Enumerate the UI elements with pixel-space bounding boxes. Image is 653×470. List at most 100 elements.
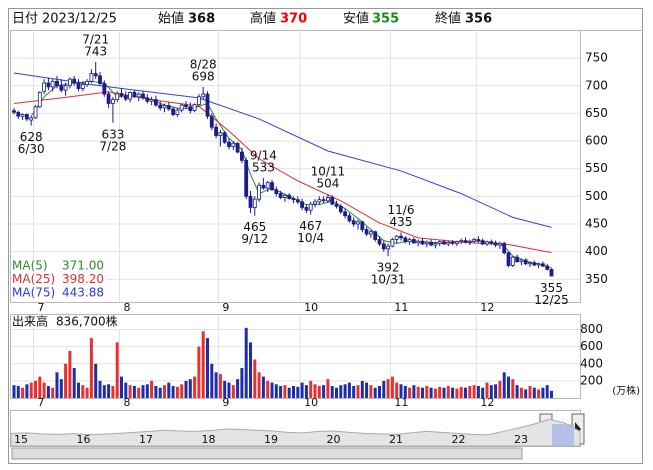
volume-bar: [132, 386, 136, 398]
candle-body: [467, 240, 472, 243]
volume-bar: [369, 385, 373, 398]
candle-body: [59, 85, 64, 91]
annotation-price: 743: [84, 44, 107, 58]
volume-bar: [309, 380, 313, 398]
candle-body: [308, 203, 313, 211]
volume-bar: [163, 385, 166, 398]
x-tick-label: 11: [394, 396, 408, 409]
x-tick-label: 12: [480, 396, 494, 409]
candle-body: [545, 265, 550, 270]
volume-bar: [511, 379, 515, 398]
close: 356: [465, 12, 492, 27]
candle-body: [270, 182, 274, 191]
candle-body: [390, 239, 395, 247]
x-tick-label: 9: [222, 396, 229, 409]
candle-body: [128, 91, 133, 100]
volume-bar: [218, 374, 222, 398]
volume-bar: [528, 386, 532, 398]
candle-body: [46, 82, 51, 88]
volume-bar: [231, 385, 235, 398]
annotation-date: 10/31: [371, 273, 406, 287]
volume-bar: [236, 379, 240, 398]
candle-body: [214, 126, 219, 136]
candle-body: [386, 245, 391, 250]
candle-body: [89, 73, 94, 82]
header: 日付 2023/12/25 始値 368 高値 370 安値 355 終値 35…: [12, 11, 492, 27]
candle-body: [171, 108, 176, 115]
navigator-label: 18: [202, 433, 216, 446]
volume-bar: [193, 376, 197, 398]
volume-bar: [29, 382, 33, 398]
volume-bar: [378, 386, 381, 398]
candle-body: [188, 106, 193, 112]
volume-bar: [446, 386, 450, 398]
volume-bar: [433, 388, 437, 398]
x-tick-label: 8: [124, 396, 131, 409]
navigator-label: 15: [14, 433, 28, 446]
candle-body: [502, 242, 507, 254]
candle-body: [549, 268, 554, 277]
candle-body: [523, 259, 528, 265]
volume-bar: [322, 385, 326, 398]
candle-body: [192, 104, 197, 112]
volume-bar: [545, 385, 549, 398]
candle-body: [205, 93, 210, 117]
candle-body: [209, 115, 214, 128]
candle-body: [196, 96, 201, 105]
annotation-price: 628: [20, 130, 43, 144]
volume-bar: [21, 387, 25, 398]
y-tick-label: 750: [585, 51, 608, 65]
volume-bar: [330, 386, 334, 398]
candle-body: [184, 104, 188, 108]
candle-body: [111, 99, 115, 104]
volume-bar: [451, 387, 455, 398]
volume-bar: [206, 338, 209, 398]
candle-body: [321, 199, 326, 202]
close-label: 終値: [435, 11, 461, 27]
volume-bar: [214, 372, 218, 398]
volume-bar: [85, 387, 89, 398]
volume-bar: [296, 386, 300, 398]
volume-bar: [498, 380, 502, 398]
volume-bar: [210, 363, 214, 398]
high: 370: [280, 12, 307, 27]
candle-body: [235, 142, 240, 153]
volume-bar: [283, 385, 287, 398]
annotation-date: 9/14: [250, 149, 277, 163]
volume-bar: [408, 387, 412, 398]
volume-bar: [279, 386, 283, 398]
volume-bar: [326, 379, 330, 398]
annotation-price: 392: [377, 261, 400, 275]
candle-body: [158, 104, 163, 109]
candle-body: [201, 93, 206, 98]
candle-body: [265, 182, 270, 189]
navigator-label: 21: [389, 433, 403, 446]
volume-bar: [68, 350, 72, 398]
candle-body: [68, 78, 72, 87]
x-tick-label: 7: [38, 396, 45, 409]
volume-bar: [270, 382, 274, 398]
y-tick-label: 350: [585, 272, 608, 286]
volume-bar: [223, 380, 227, 398]
volume-bar: [317, 386, 321, 398]
volume-bar: [507, 376, 510, 398]
volume-bar: [171, 386, 175, 398]
volume-bar: [253, 359, 257, 398]
scrollbar[interactable]: [11, 447, 523, 460]
volume-bar: [154, 386, 158, 398]
candle-body: [343, 211, 348, 217]
volume-bar: [141, 385, 145, 398]
candle-body: [360, 221, 365, 230]
candle-body: [411, 239, 416, 244]
candle-body: [300, 201, 305, 208]
candle-body: [472, 239, 477, 242]
volume-bar: [403, 386, 407, 398]
candle-body: [347, 215, 352, 222]
legend-value: 398.20: [62, 272, 104, 286]
y-tick-label: 500: [585, 189, 608, 203]
candle-body: [304, 207, 309, 211]
candle-body: [76, 82, 81, 89]
navigator-label: 23: [514, 433, 528, 446]
volume-bar: [519, 387, 523, 398]
candle-body: [485, 241, 489, 245]
